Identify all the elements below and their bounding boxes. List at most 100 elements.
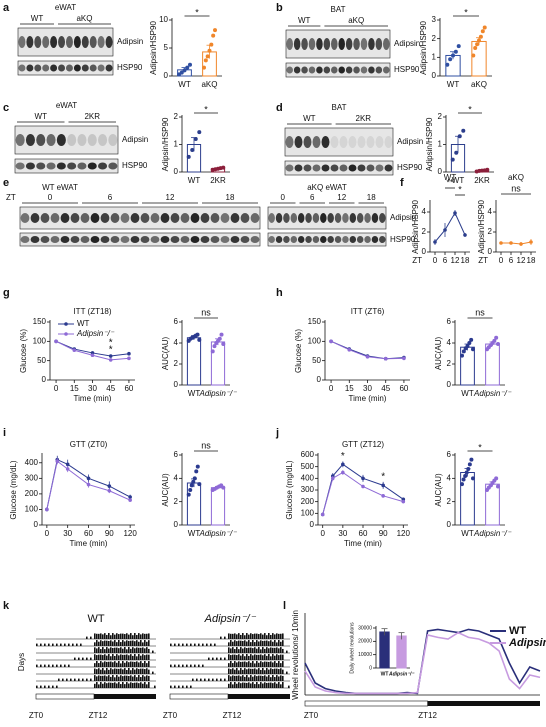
data-point <box>197 482 202 487</box>
x-tick-label: 12 <box>451 256 460 265</box>
activity <box>94 654 96 660</box>
activity <box>228 663 230 667</box>
y-tick-label: 2 <box>432 34 437 43</box>
activity <box>190 685 192 688</box>
blot-band <box>360 38 368 50</box>
activity <box>108 633 110 639</box>
data-point <box>127 351 131 356</box>
activity <box>116 668 118 674</box>
data-point <box>341 462 345 467</box>
activity <box>250 642 252 646</box>
activity <box>274 682 276 688</box>
blot-band <box>294 164 303 172</box>
activity <box>126 633 128 639</box>
activity <box>250 675 252 681</box>
activity <box>120 654 122 660</box>
x-tick-label: WT <box>381 671 389 677</box>
activity <box>136 634 138 639</box>
panel-label: g <box>3 287 10 299</box>
activity <box>110 682 112 688</box>
activity <box>268 641 270 646</box>
band-label: HSP90 <box>117 63 143 72</box>
activity <box>244 661 246 667</box>
blot-title: eWAT <box>56 101 77 110</box>
data-point <box>186 154 191 159</box>
activity <box>244 676 246 681</box>
activity <box>112 641 114 646</box>
blot-band <box>383 66 390 74</box>
activity <box>232 647 234 653</box>
activity <box>110 640 112 646</box>
data-point <box>482 25 487 30</box>
y-axis-label: AUC(AU) <box>161 473 170 507</box>
activity <box>122 648 124 653</box>
legend-marker <box>64 332 68 336</box>
y-tick-label: 1 <box>174 140 179 149</box>
activity <box>230 648 232 653</box>
x-tick-label: 2KR <box>210 176 226 185</box>
blot-band <box>80 213 90 223</box>
activity <box>274 677 276 681</box>
blot-band <box>110 236 120 243</box>
activity <box>280 647 282 653</box>
data-point <box>463 474 468 478</box>
activity <box>202 643 204 646</box>
blot-group: WT <box>31 14 44 23</box>
y-tick-label: 2 <box>438 112 443 121</box>
activity <box>146 675 148 681</box>
activity <box>128 668 130 674</box>
activity <box>114 668 116 674</box>
activity <box>86 636 88 639</box>
panel-label: l <box>283 600 286 612</box>
activity <box>254 642 256 646</box>
activity <box>288 685 290 688</box>
activity <box>140 668 142 674</box>
activity <box>126 640 128 646</box>
data-point <box>494 335 499 340</box>
activity <box>104 654 106 660</box>
blot-band <box>210 236 220 243</box>
x-tick-label: 60 <box>399 384 408 393</box>
activity <box>128 647 130 653</box>
activity <box>104 640 106 646</box>
activity <box>144 676 146 681</box>
data-point <box>108 354 113 358</box>
activity <box>124 668 126 674</box>
activity <box>254 647 256 653</box>
activity <box>282 661 284 667</box>
data-point <box>445 62 450 67</box>
y-axis-label: Adipsin/HSP90 <box>477 200 486 254</box>
blot-title: eWAT <box>55 3 76 12</box>
actogram-title: Adipsin⁻/⁻ <box>204 613 257 625</box>
activity <box>276 675 278 681</box>
activity <box>152 650 154 653</box>
blot-title: BAT <box>332 103 347 112</box>
activity <box>140 682 142 688</box>
activity <box>286 671 288 674</box>
activity <box>238 633 240 639</box>
y-tick-label: 2 <box>174 112 179 121</box>
activity <box>230 633 232 639</box>
data-point <box>461 128 466 133</box>
blot-band <box>87 134 97 146</box>
y-axis-label: Glucose (%) <box>294 329 303 373</box>
activity <box>102 668 104 674</box>
blot-band <box>357 136 366 148</box>
data-point <box>365 355 370 359</box>
activity <box>262 634 264 639</box>
activity <box>248 682 250 688</box>
activity <box>118 682 120 688</box>
y-tick-label: 0 <box>432 71 437 80</box>
activity <box>134 648 136 653</box>
activity <box>110 656 112 660</box>
data-point <box>401 499 406 504</box>
activity <box>276 642 278 646</box>
activity <box>128 675 130 681</box>
blot-band <box>20 236 30 243</box>
data-point <box>381 483 385 488</box>
blot-band <box>312 164 321 172</box>
activity <box>208 678 210 681</box>
light-phase <box>304 700 428 707</box>
activity <box>228 647 230 653</box>
activity <box>56 643 58 646</box>
